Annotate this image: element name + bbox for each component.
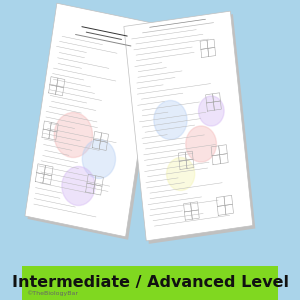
Bar [22,266,278,300]
Polygon shape [124,11,253,241]
Text: Intermediate / Advanced Level: Intermediate / Advanced Level [11,275,289,290]
Polygon shape [126,14,255,244]
Circle shape [199,96,224,126]
Circle shape [154,100,187,140]
Circle shape [167,158,195,190]
Circle shape [186,126,216,162]
Circle shape [54,112,92,158]
Circle shape [82,140,116,178]
Circle shape [62,167,95,206]
Polygon shape [25,3,158,237]
Polygon shape [28,6,160,240]
Text: ©TheBiologyBar: ©TheBiologyBar [26,291,78,296]
